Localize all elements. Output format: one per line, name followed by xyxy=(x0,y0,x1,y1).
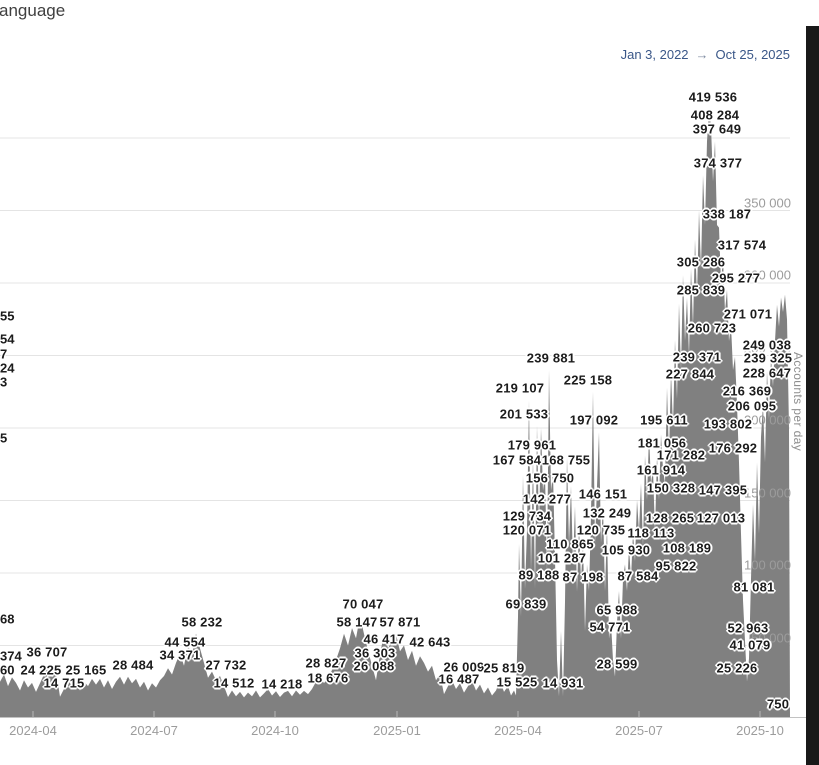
area-series xyxy=(0,109,790,718)
chart-title-fragment: anguage xyxy=(0,1,66,20)
y-axis-title: Accounts per day xyxy=(791,352,805,452)
arrow-right-icon: → xyxy=(695,47,709,62)
date-range-start[interactable]: Jan 3, 2022 xyxy=(620,47,689,62)
date-range-control[interactable]: Jan 3, 2022 → Oct 25, 2025 xyxy=(621,47,790,62)
date-range-end[interactable]: Oct 25, 2025 xyxy=(715,47,790,62)
right-edge-scrollbar[interactable] xyxy=(806,26,819,765)
